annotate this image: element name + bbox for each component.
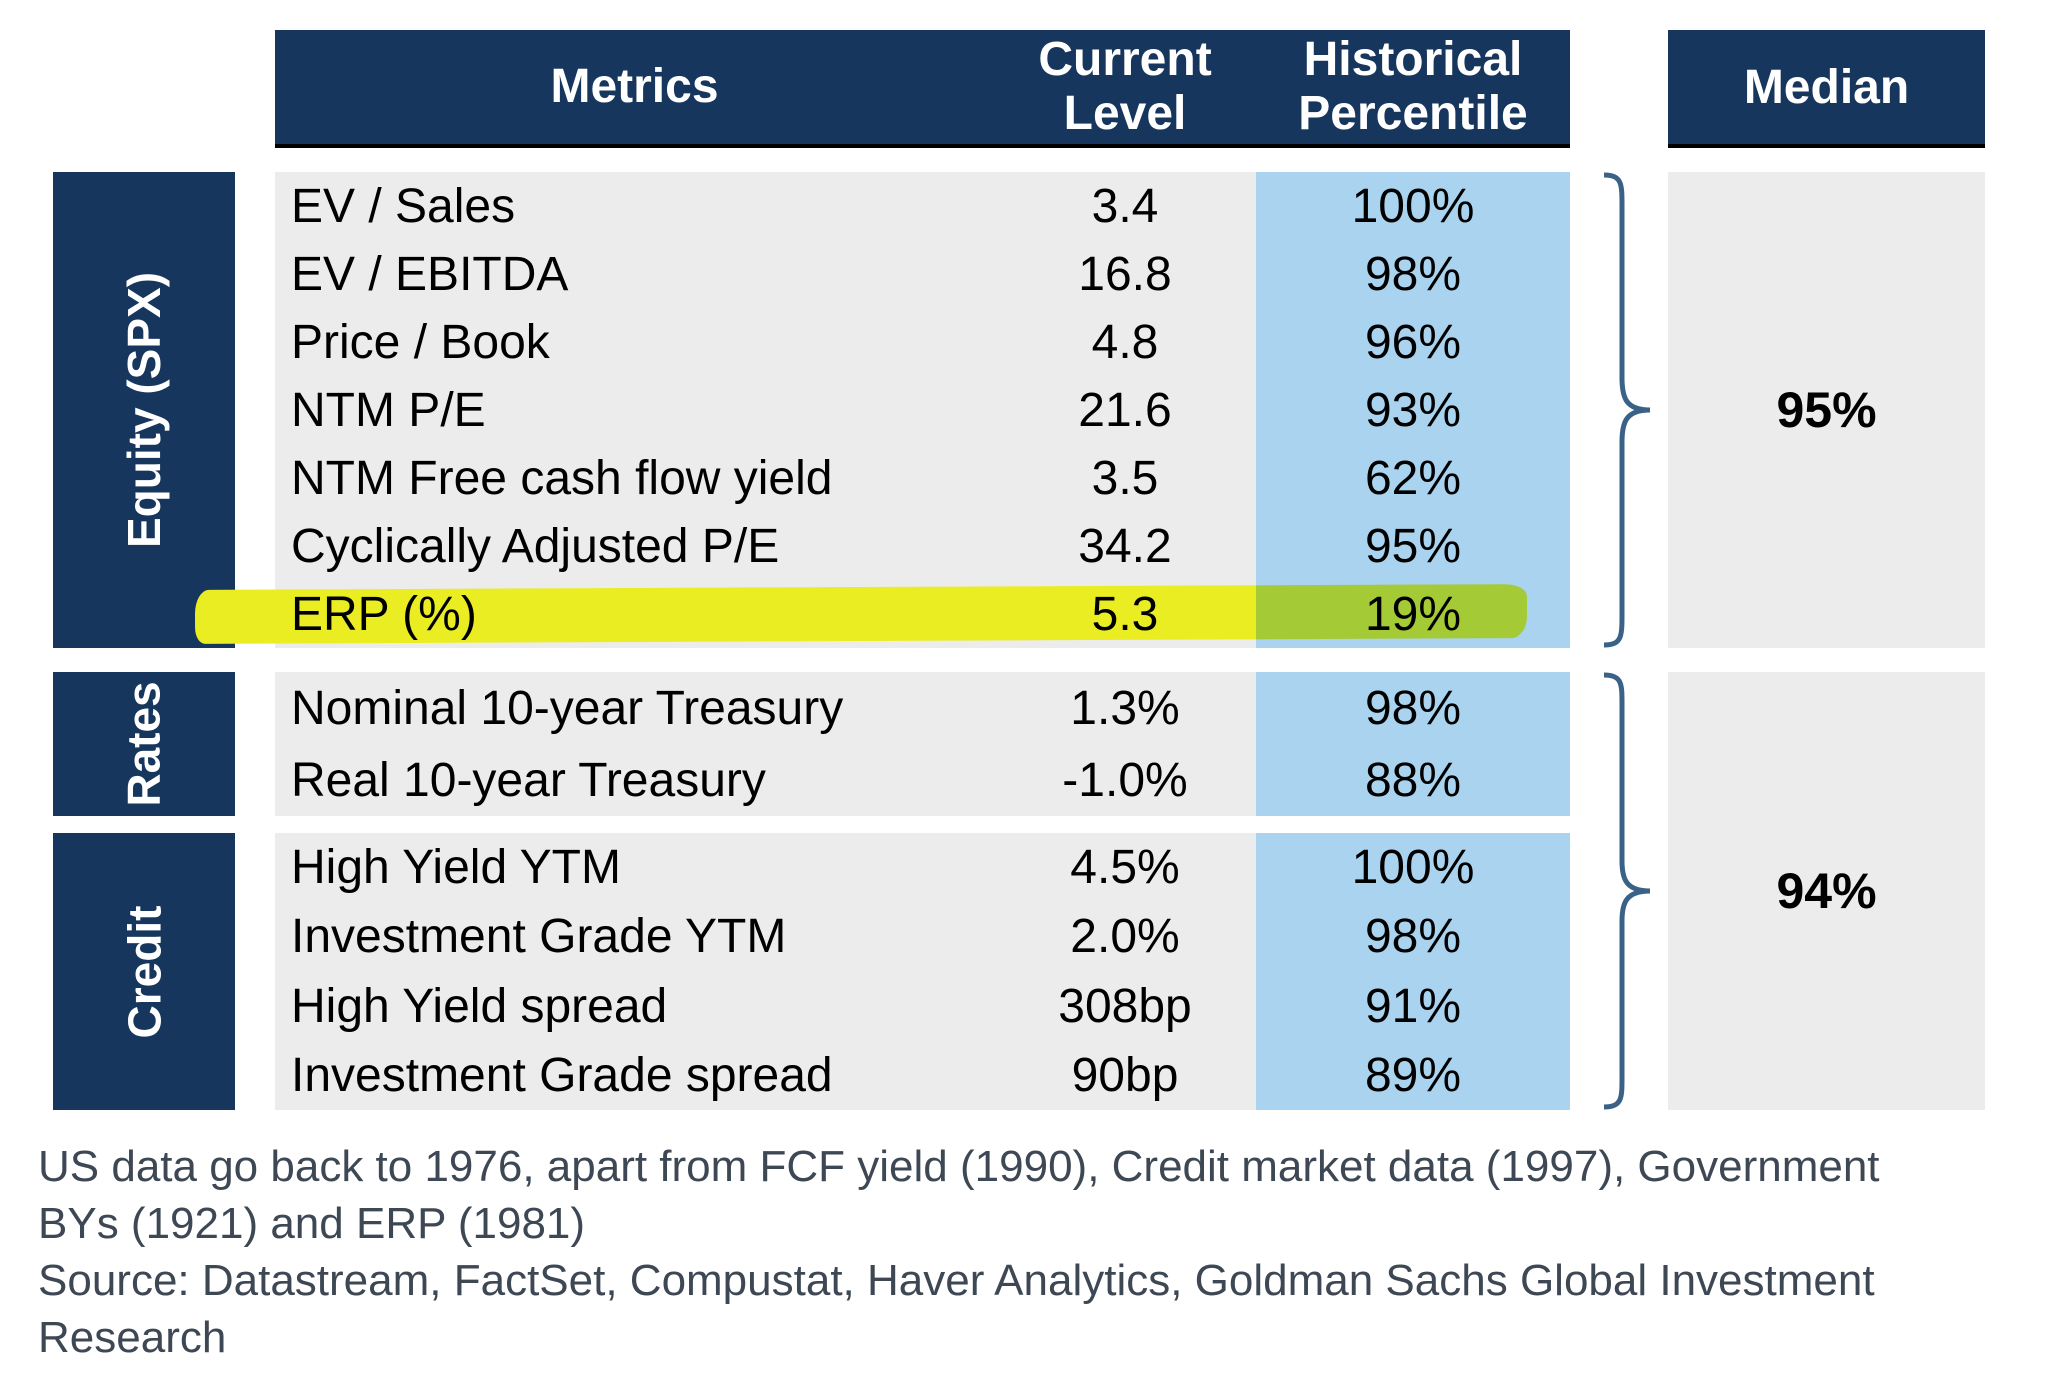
col-header-metrics: Metrics	[550, 60, 719, 114]
current-level-cell: 308bp	[1058, 979, 1192, 1033]
current-level-cell: 4.5%	[1070, 841, 1180, 895]
median-value-rates-credit: 94%	[1668, 672, 1985, 1110]
section-label-text: Credit	[118, 905, 170, 1038]
section-label-equity-spx: Equity (SPX)	[53, 172, 235, 648]
current-level-cell: -1.0%	[1062, 753, 1188, 807]
footnote-data-coverage: US data go back to 1976, apart from FCF …	[38, 1138, 1880, 1252]
table-row: EV / Sales 3.4 100%	[275, 172, 1570, 240]
table-row: Investment Grade spread 90bp 89%	[275, 1040, 1570, 1110]
percentile-cell: 95%	[1256, 512, 1570, 580]
percentile-cell: 91%	[1256, 971, 1570, 1041]
footnote-line: US data go back to 1976, apart from FCF …	[38, 1142, 1880, 1191]
percentile-cell: 62%	[1256, 444, 1570, 512]
table-row: NTM P/E 21.6 93%	[275, 376, 1570, 444]
footnote-line: Research	[38, 1313, 227, 1362]
rates-credit-brace	[1594, 672, 1656, 1110]
percentile-cell: 98%	[1256, 672, 1570, 744]
rates-rows: Nominal 10-year Treasury 1.3% 98% Real 1…	[275, 672, 1570, 816]
table-row: EV / EBITDA 16.8 98%	[275, 240, 1570, 308]
current-level-cell: 1.3%	[1070, 681, 1180, 735]
percentile-cell: 89%	[1256, 1040, 1570, 1110]
metric-cell: NTM Free cash flow yield	[291, 451, 833, 505]
metric-cell: Investment Grade spread	[291, 1048, 833, 1102]
brace-glyph	[1603, 672, 1651, 1110]
footnote-line: BYs (1921) and ERP (1981)	[38, 1199, 586, 1248]
metric-cell: EV / Sales	[291, 179, 516, 233]
table-row-highlighted-erp: ERP (%) 5.3 19%	[194, 580, 1570, 648]
metric-cell: EV / EBITDA	[291, 247, 569, 301]
table-row: NTM Free cash flow yield 3.5 62%	[275, 444, 1570, 512]
equity-rows: EV / Sales 3.4 100% EV / EBITDA 16.8 98%…	[194, 172, 1570, 648]
median-value-equity: 95%	[1668, 172, 1985, 648]
section-label-text: Equity (SPX)	[118, 271, 170, 549]
percentile-cell: 93%	[1256, 376, 1570, 444]
col-header-median: Median	[1668, 30, 1985, 148]
percentile-cell: 88%	[1256, 744, 1570, 816]
percentile-cell: 98%	[1256, 240, 1570, 308]
percentile-cell: 96%	[1256, 308, 1570, 376]
footnote-source: Source: Datastream, FactSet, Compustat, …	[38, 1252, 1875, 1366]
current-level-cell: 3.5	[1091, 451, 1159, 505]
equity-brace	[1594, 172, 1656, 648]
current-level-cell: 16.8	[1078, 247, 1172, 301]
table-row: Investment Grade YTM 2.0% 98%	[275, 902, 1570, 972]
table-row: Cyclically Adjusted P/E 34.2 95%	[275, 512, 1570, 580]
metric-cell: Cyclically Adjusted P/E	[291, 519, 780, 573]
current-level-cell: 90bp	[1071, 1048, 1179, 1102]
metric-cell: High Yield YTM	[291, 841, 621, 895]
current-level-cell: 4.8	[1091, 315, 1159, 369]
table-row: Real 10-year Treasury -1.0% 88%	[275, 744, 1570, 816]
percentile-cell: 100%	[1256, 833, 1570, 903]
table-header: Metrics Current Level Historical Percent…	[275, 30, 1570, 148]
current-level-cell: 5.3	[1091, 587, 1159, 641]
metric-cell: High Yield spread	[291, 979, 668, 1033]
metric-cell: Investment Grade YTM	[291, 910, 787, 964]
metric-cell: Price / Book	[291, 315, 550, 369]
section-label-credit: Credit	[53, 833, 235, 1110]
col-header-current-level: Current Level	[1038, 33, 1212, 140]
table-row: High Yield YTM 4.5% 100%	[275, 833, 1570, 903]
metric-cell: Nominal 10-year Treasury	[291, 681, 844, 735]
percentile-cell: 100%	[1256, 172, 1570, 240]
table-row: Nominal 10-year Treasury 1.3% 98%	[275, 672, 1570, 744]
section-label-rates: Rates	[53, 672, 235, 816]
footnote-line: Source: Datastream, FactSet, Compustat, …	[38, 1256, 1875, 1305]
percentile-cell: 98%	[1256, 902, 1570, 972]
metric-cell: Real 10-year Treasury	[291, 753, 766, 807]
current-level-cell: 2.0%	[1070, 910, 1180, 964]
metric-cell: NTM P/E	[291, 383, 486, 437]
current-level-cell: 34.2	[1078, 519, 1172, 573]
credit-rows: High Yield YTM 4.5% 100% Investment Grad…	[275, 833, 1570, 1110]
current-level-cell: 21.6	[1078, 383, 1172, 437]
metric-cell: ERP (%)	[291, 587, 477, 641]
current-level-cell: 3.4	[1091, 179, 1159, 233]
section-label-text: Rates	[117, 681, 170, 807]
brace-glyph	[1603, 172, 1651, 648]
table-row: High Yield spread 308bp 91%	[275, 971, 1570, 1041]
table-row: Price / Book 4.8 96%	[275, 308, 1570, 376]
col-header-historical-percentile: Historical Percentile	[1298, 33, 1528, 140]
